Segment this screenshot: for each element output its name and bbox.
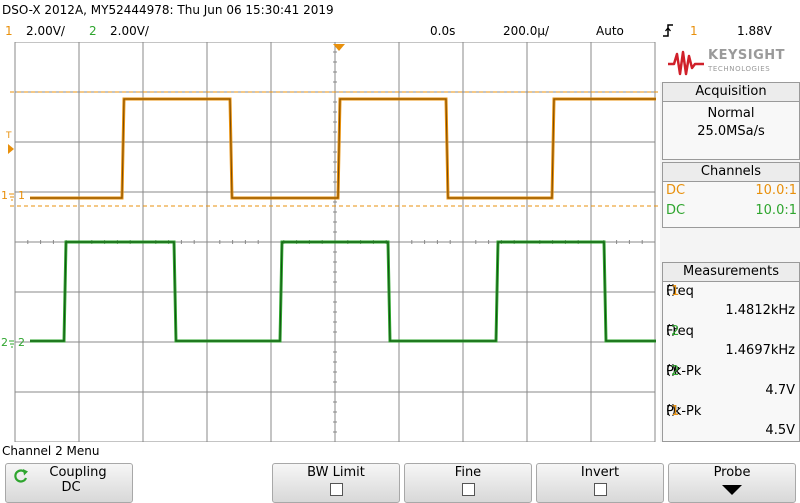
measurements-panel[interactable]: Measurements Freq(1) 1.4812kHz Freq(2) 1… — [662, 262, 800, 442]
ch2-probe: 10.0:1 — [755, 203, 797, 218]
instrument-title: DSO-X 2012A, MY52444978: Thu Jun 06 15:3… — [2, 3, 334, 17]
softkey-menu: Channel 2 Menu Coupling DC BW Limit Fine… — [0, 442, 800, 503]
ch1-probe: 10.0:1 — [755, 183, 797, 198]
ch2-coupling: DC — [666, 203, 686, 218]
measurement-item: Freq(2) — [666, 323, 694, 339]
fine-checkbox[interactable] — [461, 483, 475, 496]
probe-softkey[interactable]: Probe — [668, 463, 796, 503]
svg-text:1: 1 — [18, 189, 25, 202]
svg-text:2: 2 — [1, 336, 8, 349]
menu-title: Channel 2 Menu — [2, 444, 100, 458]
coupling-value: DC — [61, 480, 81, 495]
acquisition-mode: Normal — [707, 106, 755, 121]
invert-softkey[interactable]: Invert — [536, 463, 664, 503]
svg-text:1: 1 — [1, 189, 8, 202]
svg-text:2: 2 — [18, 336, 25, 349]
right-panel: KEYSIGHT TECHNOLOGIES Acquisition Normal… — [660, 42, 800, 442]
bw-limit-checkbox[interactable] — [329, 483, 343, 496]
coupling-label: Coupling — [49, 465, 107, 480]
ch1-ground-marker[interactable]: 1 1 — [1, 189, 25, 202]
measurement-value: 1.4697kHz — [725, 343, 795, 358]
ch2-scale[interactable]: 2.00V/ — [110, 24, 149, 38]
channels-title: Channels — [663, 163, 799, 182]
channels-panel[interactable]: Channels DC 10.0:1 DC 10.0:1 — [662, 162, 800, 228]
measurement-value: 1.4812kHz — [725, 303, 795, 318]
trigger-source[interactable]: 1 — [690, 24, 698, 38]
submenu-arrow-icon — [722, 485, 742, 495]
timebase[interactable]: 200.0µ/ — [503, 24, 550, 38]
fine-softkey[interactable]: Fine — [404, 463, 532, 503]
fine-label: Fine — [454, 465, 482, 480]
ch1-coupling: DC — [666, 183, 686, 198]
bw-limit-softkey[interactable]: BW Limit — [272, 463, 400, 503]
waveform-display[interactable]: 1 1 2 2 T — [0, 41, 660, 443]
keysight-logo: KEYSIGHT TECHNOLOGIES — [660, 42, 800, 82]
measurement-item: Freq(1) — [666, 283, 694, 299]
trigger-level[interactable]: 1.88V — [737, 24, 772, 38]
ch2-trace-edge — [30, 241, 656, 342]
bw-limit-label: BW Limit — [307, 465, 365, 480]
measurement-value: 4.5V — [765, 423, 795, 438]
rising-edge-icon — [662, 23, 674, 41]
logo-sub: TECHNOLOGIES — [708, 65, 771, 73]
header-bar: DSO-X 2012A, MY52444978: Thu Jun 06 15:3… — [0, 0, 800, 21]
trigger-position-marker[interactable] — [333, 44, 345, 51]
status-bar: 1 2.00V/ 2 2.00V/ 0.0s 200.0µ/ Auto 1 1.… — [0, 21, 800, 42]
acquisition-panel[interactable]: Acquisition Normal 25.0MSa/s — [662, 82, 800, 160]
ch1-scale[interactable]: 2.00V/ — [26, 24, 65, 38]
coupling-softkey[interactable]: Coupling DC — [5, 463, 133, 503]
measurements-title: Measurements — [663, 263, 799, 282]
invert-checkbox[interactable] — [593, 483, 607, 496]
time-delay[interactable]: 0.0s — [430, 24, 456, 38]
trigger-level-marker[interactable]: T — [5, 131, 14, 154]
probe-label: Probe — [713, 465, 751, 480]
ch1-number[interactable]: 1 — [5, 24, 13, 38]
channel-2-row: DC 10.0:1 — [663, 202, 799, 222]
measurement-item: Pk-Pk(1): — [666, 403, 702, 419]
measurement-item: Pk-Pk(2): — [666, 363, 702, 379]
trigger-mode[interactable]: Auto — [596, 24, 624, 38]
acquisition-title: Acquisition — [663, 83, 799, 102]
keysight-wave-icon — [668, 50, 704, 76]
ch2-ground-marker[interactable]: 2 2 — [1, 336, 25, 349]
invert-label: Invert — [580, 465, 620, 480]
channel-1-row: DC 10.0:1 — [663, 182, 799, 202]
sample-rate: 25.0MSa/s — [697, 124, 765, 139]
waveform-svg: 1 1 2 2 T — [1, 41, 658, 443]
logo-brand: KEYSIGHT — [708, 48, 785, 63]
ch2-number[interactable]: 2 — [89, 24, 97, 38]
ch1-trace-edge — [30, 98, 656, 199]
rotate-knob-icon — [14, 469, 28, 483]
measurement-value: 4.7V — [765, 383, 795, 398]
svg-text:T: T — [5, 131, 12, 141]
